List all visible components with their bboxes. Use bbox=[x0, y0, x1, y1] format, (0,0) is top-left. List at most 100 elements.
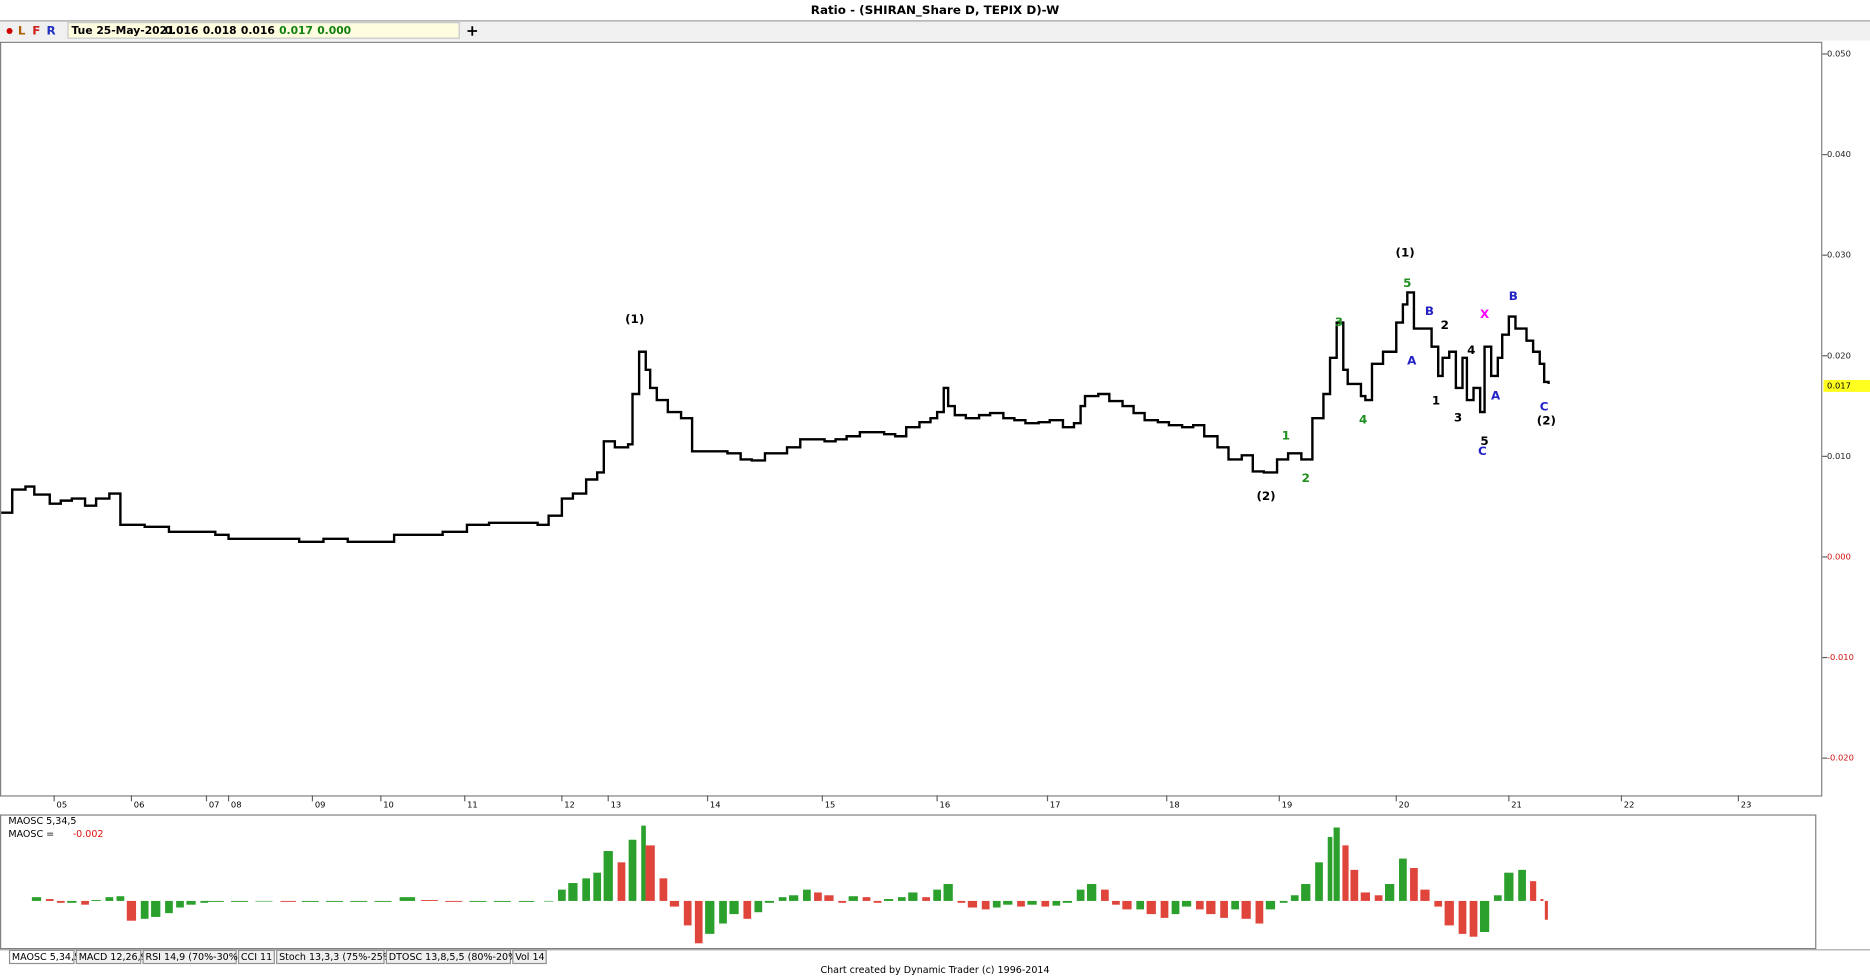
oscillator-bar bbox=[558, 889, 566, 901]
window-title: Ratio - (SHIRAN_Share D, TEPIX D)-W bbox=[811, 3, 1059, 18]
oscillator-bar bbox=[45, 899, 54, 901]
x-tick-label: 07 bbox=[209, 799, 220, 809]
oscillator-bar bbox=[1122, 900, 1132, 910]
oscillator-bar bbox=[683, 900, 692, 926]
oscillator-bar bbox=[593, 872, 602, 901]
oscillator-bar bbox=[992, 900, 1001, 908]
x-tick-label: 10 bbox=[383, 799, 394, 809]
oscillator-bar bbox=[116, 896, 125, 901]
indicator-tab[interactable] bbox=[276, 949, 385, 965]
toolbar bbox=[0, 21, 1870, 41]
x-tick-label: 18 bbox=[1169, 799, 1180, 809]
oscillator-bar bbox=[1017, 900, 1025, 907]
x-tick-label: 08 bbox=[231, 799, 242, 809]
y-tick-label: 0.030 bbox=[1827, 250, 1851, 260]
oscillator-bar bbox=[543, 900, 554, 902]
oscillator-bar bbox=[943, 883, 953, 901]
oscillator-bar bbox=[231, 900, 249, 902]
x-tick-label: 12 bbox=[564, 799, 575, 809]
wave-label: 1 bbox=[1282, 429, 1290, 443]
y-tick-label: 0.050 bbox=[1827, 48, 1851, 58]
y-tick-label: -0.010 bbox=[1827, 652, 1854, 662]
add-button[interactable] bbox=[467, 26, 478, 36]
oscillator-bar bbox=[1350, 869, 1359, 901]
quote-value: 0.016 bbox=[165, 24, 199, 37]
indicator-tab-label[interactable]: Vol 14 bbox=[515, 952, 544, 963]
oscillator-bar bbox=[1279, 900, 1288, 903]
oscillator-bar bbox=[824, 895, 834, 901]
indicator-tab[interactable] bbox=[75, 949, 142, 965]
oscillator-bar bbox=[326, 900, 344, 902]
oscillator-bar bbox=[803, 889, 811, 901]
oscillator-bar bbox=[56, 900, 65, 903]
x-tick-label: 22 bbox=[1624, 799, 1635, 809]
oscillator-bar bbox=[1181, 900, 1192, 907]
wave-label: 4 bbox=[1359, 413, 1367, 427]
record-dot[interactable] bbox=[6, 28, 13, 34]
indicator-tab-label[interactable]: MACD 12,26,9 bbox=[79, 952, 147, 963]
oscillator-bar bbox=[705, 900, 715, 934]
oscillator-bar bbox=[1360, 892, 1370, 901]
oscillator-bar bbox=[1385, 883, 1395, 901]
x-tick-label: 21 bbox=[1511, 799, 1522, 809]
wave-label: 2 bbox=[1441, 318, 1449, 332]
indicator-title: MAOSC 5,34,5 bbox=[8, 816, 76, 827]
oscillator-bar bbox=[897, 897, 906, 901]
indicator-tab-label[interactable]: RSI 14,9 (70%-30%) bbox=[145, 952, 241, 963]
oscillator-bar bbox=[1410, 867, 1418, 901]
indicator-tab[interactable] bbox=[8, 949, 75, 965]
x-tick-label: 23 bbox=[1741, 799, 1752, 809]
toolbar-button[interactable]: L bbox=[18, 24, 26, 38]
oscillator-bar bbox=[967, 900, 978, 908]
oscillator-bar bbox=[1265, 900, 1276, 910]
oscillator-bar bbox=[1146, 900, 1156, 915]
oscillator-bar bbox=[1220, 900, 1228, 918]
indicator-tab-label[interactable]: DTOSC 13,8,5,5 (80%-20%) bbox=[389, 952, 521, 963]
oscillator-bar bbox=[743, 900, 752, 919]
oscillator-bar bbox=[81, 900, 89, 905]
oscillator-bar bbox=[140, 900, 149, 919]
indicator-tab[interactable] bbox=[142, 949, 237, 965]
quote-value: 0.017 bbox=[279, 24, 313, 37]
indicator-tab-label[interactable]: Stoch 13,3,3 (75%-25%) bbox=[279, 952, 396, 963]
title-bar bbox=[0, 0, 1870, 21]
oscillator-bar bbox=[873, 900, 882, 903]
toolbar-button[interactable]: R bbox=[47, 24, 56, 38]
indicator-tab-label[interactable]: CCI 11 bbox=[241, 952, 272, 963]
price-panel bbox=[0, 41, 1823, 797]
indicator-tab-label[interactable]: MAOSC 5,34,5 bbox=[12, 952, 80, 963]
oscillator-bar bbox=[957, 900, 966, 903]
oscillator-bar bbox=[838, 900, 847, 903]
oscillator-bar bbox=[1504, 872, 1514, 901]
oscillator-bar bbox=[1333, 827, 1340, 901]
oscillator-bar bbox=[67, 900, 77, 903]
oscillator-bar bbox=[1315, 862, 1323, 901]
oscillator-bar bbox=[1052, 900, 1061, 906]
oscillator-bar bbox=[1327, 836, 1333, 901]
oscillator-bar bbox=[778, 897, 787, 901]
oscillator-bar bbox=[603, 851, 613, 901]
x-tick-label: 09 bbox=[315, 799, 326, 809]
oscillator-bar bbox=[31, 897, 42, 901]
wave-label: C bbox=[1540, 400, 1549, 414]
wave-label: C bbox=[1478, 444, 1487, 458]
oscillator-bar bbox=[151, 900, 161, 917]
indicator-tab[interactable] bbox=[512, 949, 547, 965]
indicator-tab[interactable] bbox=[385, 949, 512, 965]
oscillator-bar bbox=[922, 897, 930, 901]
oscillator-bar bbox=[1544, 900, 1548, 920]
oscillator-bar bbox=[883, 899, 894, 901]
oscillator-bar bbox=[582, 878, 591, 901]
oscillator-bar bbox=[1160, 900, 1169, 918]
indicator-tab[interactable] bbox=[237, 949, 275, 965]
oscillator-bar bbox=[1041, 900, 1050, 907]
y-tick-label: 0.020 bbox=[1827, 350, 1851, 360]
oscillator-bar bbox=[1290, 895, 1299, 901]
y-tick-label: -0.020 bbox=[1827, 753, 1854, 763]
oscillator-bar bbox=[493, 900, 511, 902]
last-value-label: 0.017 bbox=[1827, 380, 1851, 390]
toolbar-button[interactable]: F bbox=[32, 24, 40, 38]
wave-label: 3 bbox=[1454, 411, 1462, 425]
oscillator-bar bbox=[754, 900, 763, 913]
